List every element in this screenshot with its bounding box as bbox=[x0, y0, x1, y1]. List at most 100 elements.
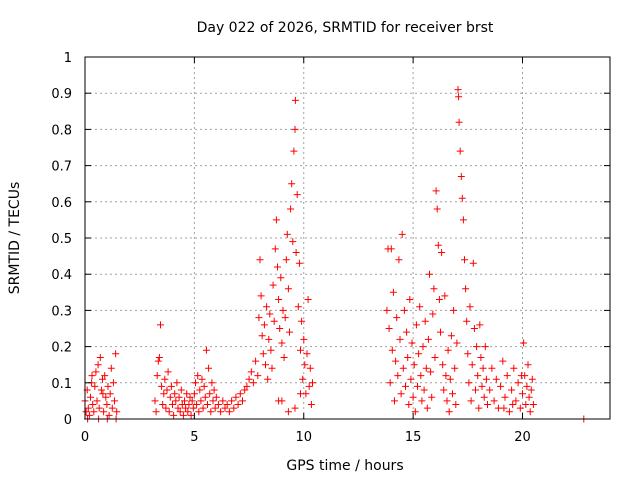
data-point bbox=[87, 393, 94, 401]
data-point bbox=[469, 259, 477, 267]
data-point bbox=[291, 125, 299, 133]
data-point bbox=[465, 379, 473, 387]
data-point bbox=[419, 343, 427, 351]
data-point bbox=[524, 361, 532, 369]
data-point bbox=[100, 408, 108, 416]
data-point bbox=[185, 401, 193, 408]
data-point bbox=[207, 408, 215, 416]
data-point bbox=[205, 364, 213, 372]
data-point bbox=[456, 147, 464, 155]
data-point bbox=[408, 339, 416, 347]
data-point bbox=[509, 401, 517, 408]
data-point bbox=[481, 343, 489, 351]
data-point bbox=[400, 306, 408, 314]
data-point bbox=[274, 263, 281, 271]
data-point bbox=[200, 382, 208, 390]
data-point bbox=[510, 364, 518, 372]
data-point bbox=[199, 404, 207, 412]
data-point bbox=[455, 118, 463, 126]
data-point bbox=[192, 379, 199, 387]
data-point bbox=[405, 401, 413, 408]
data-point bbox=[466, 303, 474, 311]
data-point bbox=[304, 296, 312, 303]
data-point bbox=[479, 364, 487, 372]
data-point bbox=[446, 375, 454, 383]
data-point bbox=[399, 364, 407, 372]
data-point bbox=[420, 386, 428, 394]
data-point bbox=[295, 259, 303, 267]
data-point bbox=[287, 205, 295, 213]
x-tick-label: 20 bbox=[514, 430, 531, 445]
data-point bbox=[388, 346, 396, 354]
data-point bbox=[288, 180, 296, 188]
x-tick-label: 15 bbox=[405, 430, 422, 445]
data-point bbox=[525, 393, 533, 401]
data-point bbox=[113, 408, 121, 416]
data-point bbox=[209, 397, 217, 405]
data-point bbox=[195, 408, 203, 416]
data-point bbox=[182, 404, 190, 412]
data-point bbox=[459, 216, 467, 224]
data-point bbox=[421, 317, 429, 325]
data-point bbox=[286, 328, 293, 336]
data-point bbox=[453, 339, 461, 347]
data-point bbox=[404, 354, 412, 361]
data-point bbox=[394, 372, 402, 380]
data-point bbox=[90, 408, 98, 416]
x-tick-label: 10 bbox=[295, 430, 312, 445]
data-point bbox=[514, 379, 522, 387]
data-point bbox=[171, 390, 179, 398]
data-point bbox=[452, 401, 460, 408]
data-point bbox=[396, 335, 404, 343]
data-point bbox=[291, 404, 299, 412]
data-point bbox=[82, 408, 90, 416]
data-point bbox=[522, 401, 530, 408]
data-point bbox=[497, 382, 505, 390]
data-point bbox=[439, 361, 447, 369]
data-point bbox=[444, 346, 452, 354]
data-point bbox=[267, 346, 275, 354]
data-point bbox=[162, 404, 170, 412]
data-point bbox=[241, 386, 249, 394]
data-point bbox=[172, 397, 180, 405]
data-point bbox=[163, 386, 171, 394]
x-tick-label: 0 bbox=[81, 430, 89, 445]
data-point bbox=[516, 404, 524, 412]
y-axis-label: SRMTID / TECUs bbox=[7, 182, 23, 295]
data-point bbox=[201, 393, 209, 401]
data-point bbox=[96, 354, 104, 361]
data-point bbox=[523, 382, 531, 390]
data-point bbox=[492, 375, 500, 383]
data-point bbox=[415, 350, 423, 358]
y-tick-label: 0.6 bbox=[51, 196, 72, 211]
data-point bbox=[424, 335, 432, 343]
data-point bbox=[173, 379, 181, 387]
data-point bbox=[183, 390, 191, 398]
data-point bbox=[97, 386, 105, 394]
data-point bbox=[470, 325, 478, 332]
data-point bbox=[158, 382, 166, 390]
data-point bbox=[85, 411, 93, 419]
data-point bbox=[414, 382, 421, 390]
data-point bbox=[210, 386, 218, 394]
data-point bbox=[91, 382, 99, 390]
data-point bbox=[219, 397, 227, 405]
data-point bbox=[193, 401, 201, 408]
data-point bbox=[297, 346, 304, 354]
data-point bbox=[179, 411, 187, 419]
data-point bbox=[429, 310, 437, 318]
data-point bbox=[457, 173, 465, 180]
data-point bbox=[189, 404, 197, 412]
data-point bbox=[102, 393, 110, 401]
data-point bbox=[490, 397, 498, 405]
data-point bbox=[488, 364, 496, 372]
data-point bbox=[426, 270, 433, 278]
data-point bbox=[202, 346, 210, 354]
data-point bbox=[169, 401, 176, 408]
data-point bbox=[455, 93, 463, 101]
data-point bbox=[266, 310, 274, 318]
data-point bbox=[398, 230, 406, 238]
data-point bbox=[474, 372, 482, 380]
data-point bbox=[442, 372, 450, 380]
data-point bbox=[166, 393, 174, 401]
